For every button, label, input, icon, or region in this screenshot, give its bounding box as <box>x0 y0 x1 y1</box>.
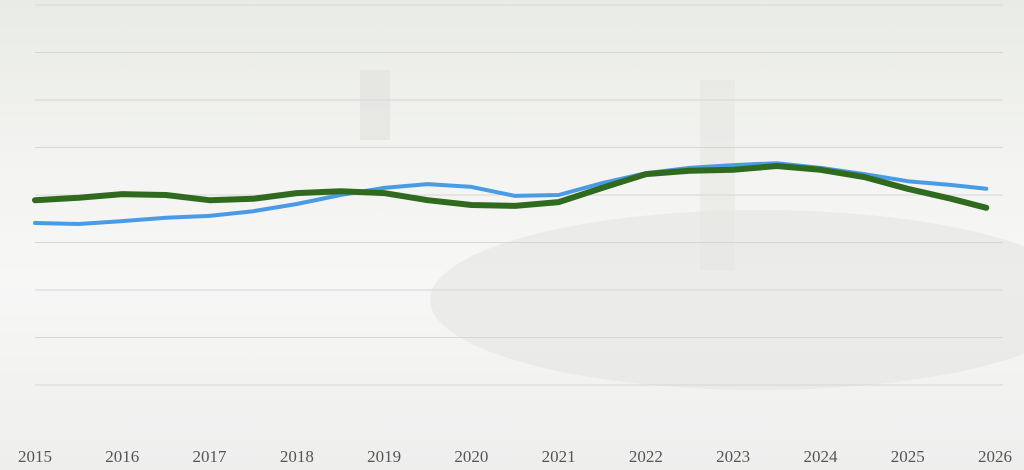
x-tick-label: 2021 <box>542 447 576 466</box>
background-photo <box>430 210 1024 390</box>
x-tick-label: 2026 <box>978 447 1012 466</box>
x-tick-label: 2025 <box>891 447 925 466</box>
x-tick-label: 2017 <box>193 447 228 466</box>
x-tick-label: 2019 <box>367 447 401 466</box>
background-photo <box>700 80 735 270</box>
background-photo <box>360 70 390 140</box>
x-tick-label: 2018 <box>280 447 314 466</box>
x-tick-label: 2016 <box>105 447 139 466</box>
data-line <box>32 163 990 211</box>
x-tick-label: 2015 <box>18 447 52 466</box>
x-tick-label: 2020 <box>454 447 488 466</box>
x-tick-label: 2022 <box>629 447 663 466</box>
x-tick-label: 2024 <box>803 447 838 466</box>
x-tick-label: 2023 <box>716 447 750 466</box>
